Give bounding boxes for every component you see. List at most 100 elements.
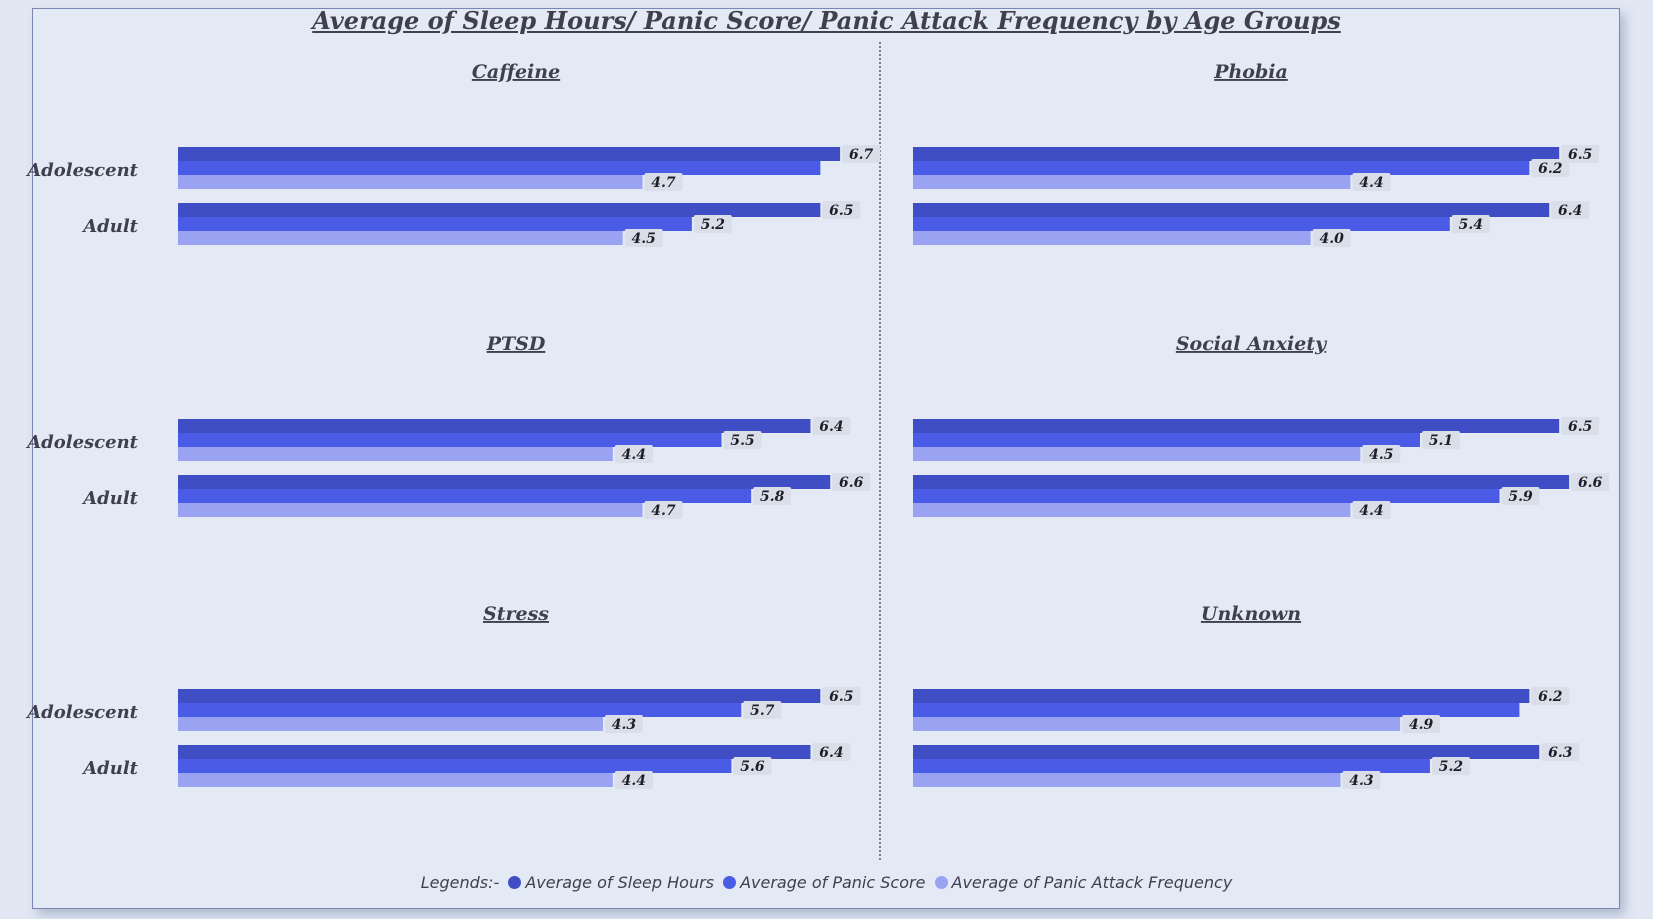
data-label-bg-stress-adolescent-panic-score bbox=[743, 701, 782, 719]
data-label-ptsd-adult-sleep-hours: 6.6 bbox=[839, 475, 864, 491]
bar-ptsd-adolescent-sleep-hours bbox=[178, 419, 811, 433]
data-label-stress-adult-panic-attack-frequency: 4.4 bbox=[622, 773, 646, 789]
bar-social-anxiety-adolescent-sleep-hours bbox=[913, 419, 1560, 433]
legend-label-panic-score: Average of Panic Score bbox=[740, 873, 926, 892]
data-label-bg-unknown-adult-panic-score bbox=[1431, 757, 1470, 775]
data-label-bg-stress-adult-panic-score bbox=[733, 757, 772, 775]
group-label-adult: Adult bbox=[81, 216, 138, 237]
legend-swatch-panic-attack-frequency bbox=[934, 876, 948, 889]
legend-item-sleep-hours: Average of Sleep Hours bbox=[508, 873, 714, 892]
data-label-bg-caffeine-adult-panic-score bbox=[693, 215, 732, 233]
bar-ptsd-adolescent-panic-score bbox=[178, 433, 722, 447]
bar-caffeine-adolescent-panic-attack-frequency bbox=[178, 175, 643, 189]
data-label-stress-adolescent-panic-attack-frequency: 4.3 bbox=[612, 717, 637, 733]
data-label-ptsd-adolescent-sleep-hours: 6.4 bbox=[819, 419, 843, 435]
bar-social-anxiety-adolescent-panic-score bbox=[913, 433, 1420, 447]
bar-unknown-adult-panic-attack-frequency bbox=[913, 773, 1341, 787]
panel-title-ptsd: PTSD bbox=[486, 333, 546, 355]
data-label-social-anxiety-adolescent-sleep-hours: 6.5 bbox=[1568, 419, 1592, 435]
data-label-caffeine-adult-panic-score: 5.2 bbox=[701, 217, 726, 233]
bar-phobia-adult-sleep-hours bbox=[913, 203, 1550, 217]
data-label-bg-unknown-adult-sleep-hours bbox=[1541, 743, 1580, 761]
group-label-adolescent: Adolescent bbox=[25, 702, 138, 723]
legend-label-sleep-hours: Average of Sleep Hours bbox=[525, 873, 714, 892]
data-label-caffeine-adolescent-sleep-hours: 6.7 bbox=[849, 147, 874, 163]
data-label-ptsd-adolescent-panic-attack-frequency: 4.4 bbox=[622, 447, 646, 463]
bar-phobia-adolescent-sleep-hours bbox=[913, 147, 1560, 161]
data-label-bg-phobia-adolescent-sleep-hours bbox=[1561, 145, 1600, 163]
bar-stress-adolescent-panic-score bbox=[178, 703, 742, 717]
data-label-bg-social-anxiety-adult-panic-attack-frequency bbox=[1352, 501, 1391, 519]
data-label-bg-caffeine-adult-sleep-hours bbox=[822, 201, 861, 219]
data-label-bg-social-anxiety-adult-sleep-hours bbox=[1571, 473, 1610, 491]
group-label-adolescent: Adolescent bbox=[25, 432, 138, 453]
bar-social-anxiety-adult-panic-score bbox=[913, 489, 1500, 503]
data-label-caffeine-adolescent-panic-attack-frequency: 4.7 bbox=[651, 175, 676, 191]
data-label-bg-caffeine-adolescent-panic-attack-frequency bbox=[644, 173, 683, 191]
data-label-bg-phobia-adult-panic-attack-frequency bbox=[1312, 229, 1351, 247]
group-label-adolescent: Adolescent bbox=[25, 160, 138, 181]
data-label-phobia-adolescent-panic-attack-frequency: 4.4 bbox=[1359, 175, 1383, 191]
bar-ptsd-adult-panic-score bbox=[178, 489, 752, 503]
data-label-social-anxiety-adult-panic-attack-frequency: 4.4 bbox=[1359, 503, 1383, 519]
data-label-bg-ptsd-adult-panic-score bbox=[753, 487, 792, 505]
bar-caffeine-adult-panic-score bbox=[178, 217, 692, 231]
data-label-ptsd-adolescent-panic-score: 5.5 bbox=[730, 433, 754, 449]
data-label-unknown-adolescent-sleep-hours: 6.2 bbox=[1538, 689, 1563, 705]
data-label-bg-unknown-adolescent-sleep-hours bbox=[1531, 687, 1570, 705]
data-label-social-anxiety-adolescent-panic-attack-frequency: 4.5 bbox=[1369, 447, 1393, 463]
data-label-phobia-adolescent-sleep-hours: 6.5 bbox=[1568, 147, 1592, 163]
data-label-bg-stress-adult-panic-attack-frequency bbox=[614, 771, 653, 789]
bar-caffeine-adolescent-panic-score bbox=[178, 161, 821, 175]
data-label-bg-unknown-adult-panic-attack-frequency bbox=[1342, 771, 1381, 789]
bar-phobia-adolescent-panic-score bbox=[913, 161, 1530, 175]
panel-title-stress: Stress bbox=[483, 603, 549, 625]
panel-title-phobia: Phobia bbox=[1213, 61, 1288, 83]
legend-swatch-panic-score bbox=[723, 876, 737, 889]
data-label-phobia-adult-sleep-hours: 6.4 bbox=[1558, 203, 1582, 219]
data-label-bg-ptsd-adolescent-panic-attack-frequency bbox=[614, 445, 653, 463]
bar-ptsd-adolescent-panic-attack-frequency bbox=[178, 447, 613, 461]
bar-ptsd-adult-sleep-hours bbox=[178, 475, 831, 489]
legend: Legends:- Average of Sleep Hours Average… bbox=[0, 873, 1653, 892]
data-label-bg-phobia-adult-sleep-hours bbox=[1551, 201, 1590, 219]
panel-title-social-anxiety: Social Anxiety bbox=[1176, 333, 1328, 355]
data-label-bg-stress-adolescent-panic-attack-frequency bbox=[604, 715, 643, 733]
data-label-bg-social-anxiety-adolescent-sleep-hours bbox=[1561, 417, 1600, 435]
data-label-bg-ptsd-adolescent-panic-score bbox=[723, 431, 762, 449]
data-label-unknown-adult-panic-attack-frequency: 4.3 bbox=[1349, 773, 1374, 789]
bar-phobia-adult-panic-attack-frequency bbox=[913, 231, 1311, 245]
chart-title: Average of Sleep Hours/ Panic Score/ Pan… bbox=[312, 6, 1341, 35]
data-label-phobia-adolescent-panic-score: 6.2 bbox=[1538, 161, 1563, 177]
data-label-bg-caffeine-adult-panic-attack-frequency bbox=[624, 229, 663, 247]
data-label-social-anxiety-adult-sleep-hours: 6.6 bbox=[1578, 475, 1603, 491]
bar-stress-adult-panic-attack-frequency bbox=[178, 773, 613, 787]
data-label-social-anxiety-adolescent-panic-score: 5.1 bbox=[1429, 433, 1453, 449]
data-label-stress-adult-panic-score: 5.6 bbox=[740, 759, 765, 775]
panel-title-unknown: Unknown bbox=[1201, 603, 1301, 625]
data-label-bg-ptsd-adult-panic-attack-frequency bbox=[644, 501, 683, 519]
data-label-bg-phobia-adolescent-panic-attack-frequency bbox=[1352, 173, 1391, 191]
data-label-unknown-adult-sleep-hours: 6.3 bbox=[1548, 745, 1573, 761]
data-label-stress-adult-sleep-hours: 6.4 bbox=[819, 745, 843, 761]
group-label-adult: Adult bbox=[81, 758, 138, 779]
data-label-bg-unknown-adolescent-panic-attack-frequency bbox=[1402, 715, 1441, 733]
data-label-phobia-adult-panic-attack-frequency: 4.0 bbox=[1319, 231, 1344, 247]
data-label-bg-social-anxiety-adolescent-panic-attack-frequency bbox=[1362, 445, 1401, 463]
bar-unknown-adult-panic-score bbox=[913, 759, 1430, 773]
bar-social-anxiety-adolescent-panic-attack-frequency bbox=[913, 447, 1361, 461]
data-label-bg-phobia-adolescent-panic-score bbox=[1531, 159, 1570, 177]
bar-social-anxiety-adult-sleep-hours bbox=[913, 475, 1570, 489]
bar-stress-adolescent-panic-attack-frequency bbox=[178, 717, 603, 731]
data-label-bg-stress-adult-sleep-hours bbox=[812, 743, 851, 761]
data-label-ptsd-adult-panic-attack-frequency: 4.7 bbox=[651, 503, 676, 519]
bar-caffeine-adolescent-sleep-hours bbox=[178, 147, 841, 161]
data-label-bg-social-anxiety-adolescent-panic-score bbox=[1422, 431, 1460, 449]
legend-label-panic-attack-frequency: Average of Panic Attack Frequency bbox=[951, 873, 1233, 892]
data-label-stress-adolescent-panic-score: 5.7 bbox=[750, 703, 775, 719]
data-label-social-anxiety-adult-panic-score: 5.9 bbox=[1508, 489, 1533, 505]
bar-unknown-adult-sleep-hours bbox=[913, 745, 1540, 759]
bar-unknown-adolescent-panic-score bbox=[913, 703, 1520, 717]
data-label-unknown-adolescent-panic-attack-frequency: 4.9 bbox=[1409, 717, 1434, 733]
